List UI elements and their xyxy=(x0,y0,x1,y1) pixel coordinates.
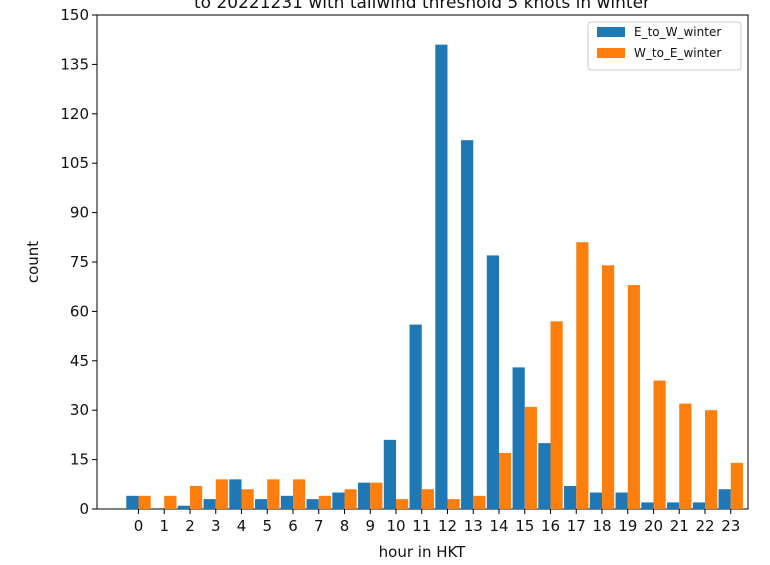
bar-W_to_E_winter-8 xyxy=(344,489,357,509)
x-tick-label: 15 xyxy=(515,517,534,535)
bar-W_to_E_winter-2 xyxy=(190,485,203,509)
bar-E_to_W_winter-20 xyxy=(641,502,654,509)
plot-area-frame xyxy=(96,14,749,510)
bar-E_to_W_winter-9 xyxy=(358,482,371,509)
x-tick-label: 3 xyxy=(211,517,221,535)
y-tick-label: 90 xyxy=(70,204,89,222)
bar-W_to_E_winter-4 xyxy=(241,489,254,509)
y-tick-label: 45 xyxy=(70,352,89,370)
y-axis: 0 15 30 45 60 75 90 105 120 135 150 xyxy=(60,6,97,518)
x-tick-label: 20 xyxy=(644,517,663,535)
bar-E_to_W_winter-16 xyxy=(538,443,551,509)
bar-W_to_E_winter-14 xyxy=(499,453,512,509)
x-tick-label: 16 xyxy=(541,517,560,535)
legend-swatch-E_to_W_winter xyxy=(597,27,625,37)
y-tick-label: 120 xyxy=(60,105,89,123)
y-axis-label: count xyxy=(24,241,42,283)
bar-E_to_W_winter-19 xyxy=(615,492,628,509)
legend-label-W_to_E_winter: W_to_E_winter xyxy=(634,46,721,60)
x-tick-label: 17 xyxy=(567,517,586,535)
x-tick-label: 9 xyxy=(365,517,375,535)
legend: E_to_W_winter W_to_E_winter xyxy=(587,21,742,71)
y-tick-label: 105 xyxy=(60,154,89,172)
bar-E_to_W_winter-18 xyxy=(589,492,602,509)
y-tick-label: 75 xyxy=(70,253,89,271)
bar-W_to_E_winter-19 xyxy=(627,285,640,509)
x-tick-label: 10 xyxy=(386,517,405,535)
y-tick-label: 30 xyxy=(70,401,89,419)
bar-W_to_E_winter-0 xyxy=(138,495,151,509)
x-tick-label: 1 xyxy=(159,517,169,535)
bar-E_to_W_winter-14 xyxy=(486,255,499,509)
bar-W_to_E_winter-16 xyxy=(550,321,563,509)
x-tick-label: 0 xyxy=(134,517,144,535)
bar-W_to_E_winter-13 xyxy=(473,495,486,509)
x-axis-label: hour in HKT xyxy=(379,543,467,561)
x-tick-label: 22 xyxy=(695,517,714,535)
bar-E_to_W_winter-6 xyxy=(280,495,293,509)
bar-E_to_W_winter-17 xyxy=(564,485,577,509)
y-tick-label: 60 xyxy=(70,302,89,320)
bar-E_to_W_winter-5 xyxy=(255,499,268,509)
x-tick-label: 21 xyxy=(670,517,689,535)
bar-W_to_E_winter-7 xyxy=(318,495,331,509)
x-tick-label: 19 xyxy=(618,517,637,535)
bar-W_to_E_winter-9 xyxy=(370,482,383,509)
y-tick-label: 0 xyxy=(79,500,89,518)
bars-layer xyxy=(126,44,743,510)
x-tick-label: 5 xyxy=(262,517,272,535)
bar-E_to_W_winter-13 xyxy=(461,140,474,509)
bar-E_to_W_winter-8 xyxy=(332,492,345,509)
bar-E_to_W_winter-11 xyxy=(409,324,422,509)
chart-title: to 20221231 with tailwind threshold 5 kn… xyxy=(194,0,650,13)
bar-W_to_E_winter-6 xyxy=(293,479,306,509)
x-tick-label: 4 xyxy=(237,517,247,535)
y-tick-label: 135 xyxy=(60,55,89,73)
bar-W_to_E_winter-1 xyxy=(164,495,177,509)
x-axis: 0 1 2 3 4 5 6 7 8 9 10 11 12 13 14 15 16 17 18 19 20 21 22 23 xyxy=(134,509,740,535)
bar-W_to_E_winter-10 xyxy=(396,499,409,509)
bar-E_to_W_winter-23 xyxy=(718,489,731,509)
bar-W_to_E_winter-15 xyxy=(524,406,537,509)
legend-swatch-W_to_E_winter xyxy=(597,48,625,58)
x-tick-label: 23 xyxy=(721,517,740,535)
bar-E_to_W_winter-0 xyxy=(126,495,139,509)
bar-W_to_E_winter-11 xyxy=(421,489,434,509)
bar-W_to_E_winter-18 xyxy=(602,265,615,509)
bar-W_to_E_winter-5 xyxy=(267,479,280,509)
bar-W_to_E_winter-17 xyxy=(576,242,589,510)
bar-E_to_W_winter-21 xyxy=(667,502,680,509)
x-tick-label: 11 xyxy=(412,517,431,535)
x-tick-label: 2 xyxy=(185,517,195,535)
legend-label-E_to_W_winter: E_to_W_winter xyxy=(634,25,721,39)
y-tick-label: 15 xyxy=(70,451,89,469)
legend-frame xyxy=(587,21,742,71)
bar-W_to_E_winter-12 xyxy=(447,499,460,509)
x-tick-label: 12 xyxy=(438,517,457,535)
bar-W_to_E_winter-22 xyxy=(705,410,718,509)
bar-E_to_W_winter-12 xyxy=(435,44,448,509)
x-tick-label: 7 xyxy=(314,517,324,535)
x-tick-label: 13 xyxy=(464,517,483,535)
x-tick-label: 14 xyxy=(489,517,508,535)
bar-E_to_W_winter-2 xyxy=(177,505,190,509)
bar-W_to_E_winter-20 xyxy=(653,380,666,509)
y-tick-label: 150 xyxy=(60,6,89,24)
bar-W_to_E_winter-21 xyxy=(679,403,692,509)
bar-E_to_W_winter-7 xyxy=(306,499,319,509)
bar-E_to_W_winter-15 xyxy=(512,367,525,509)
bar-E_to_W_winter-10 xyxy=(383,439,396,509)
x-tick-label: 6 xyxy=(288,517,298,535)
bar-W_to_E_winter-3 xyxy=(215,479,228,509)
x-tick-label: 8 xyxy=(340,517,350,535)
x-tick-label: 18 xyxy=(592,517,611,535)
bar-W_to_E_winter-23 xyxy=(730,462,743,509)
bar-E_to_W_winter-4 xyxy=(229,479,242,509)
bar-E_to_W_winter-22 xyxy=(692,502,705,509)
bar-E_to_W_winter-3 xyxy=(203,499,216,509)
